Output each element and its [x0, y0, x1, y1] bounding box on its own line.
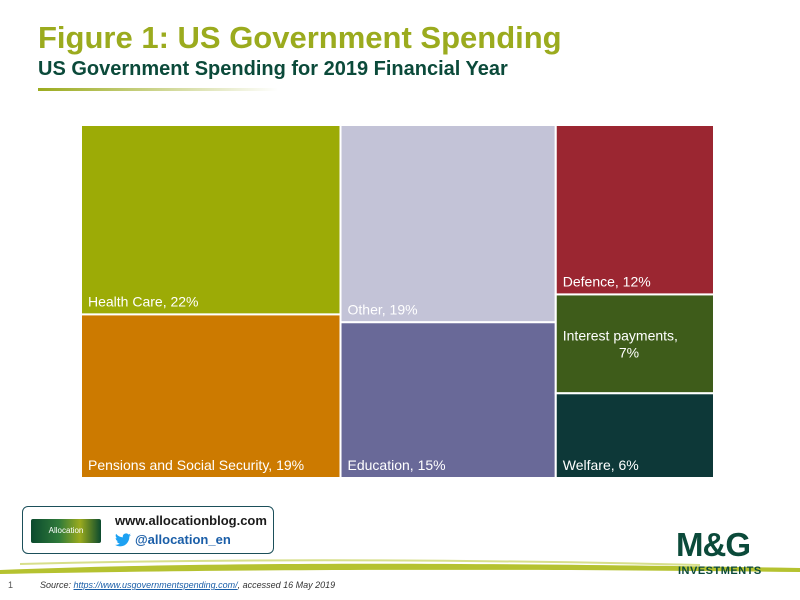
treemap-label-other: Other, 19% [348, 301, 418, 317]
source-note: Source: https://www.usgovernmentspending… [40, 580, 335, 590]
source-link[interactable]: https://www.usgovernmentspending.com/ [73, 580, 238, 590]
social-links-box: Allocation www.allocationblog.com @alloc… [22, 506, 274, 554]
treemap-cell-health-care [80, 124, 342, 316]
treemap-label-pensions-and-social-security: Pensions and Social Security, 19% [88, 457, 304, 473]
treemap-cell-welfare [554, 392, 715, 479]
footer-swoosh [0, 559, 800, 574]
treemap-cell-pensions-and-social-security [80, 313, 342, 480]
treemap-label-welfare: Welfare, 6% [563, 457, 639, 473]
treemap-cell-education [339, 321, 557, 479]
mg-logo-subtitle: INVESTMENTS [678, 565, 762, 577]
treemap-label-health-care: Health Care, 22% [88, 293, 199, 309]
mg-logo[interactable]: M&G [676, 526, 751, 563]
treemap-label-interest-payments: Interest payments, 7% [563, 327, 678, 360]
twitter-handle: @allocation_en [135, 532, 231, 547]
treemap-label-defence: Defence, 12% [563, 273, 651, 289]
treemap-cell-defence [554, 124, 715, 296]
page-title: Figure 1: US Government Spending [38, 20, 562, 55]
treemap-cell-interest-payments [554, 293, 715, 395]
blog-url-link[interactable]: www.allocationblog.com [115, 513, 267, 528]
chart-subtitle: US Government Spending for 2019 Financia… [38, 58, 508, 80]
page-number: 1 [8, 580, 14, 590]
twitter-bird-icon [115, 532, 131, 546]
treemap-label-education: Education, 15% [348, 457, 446, 473]
allocation-logo[interactable]: Allocation [31, 519, 101, 543]
source-suffix: , accessed 16 May 2019 [237, 580, 336, 590]
twitter-link[interactable]: @allocation_en [115, 532, 231, 547]
source-prefix: Source: [40, 580, 74, 590]
treemap-cell-other [339, 124, 557, 324]
title-underline [38, 88, 278, 91]
